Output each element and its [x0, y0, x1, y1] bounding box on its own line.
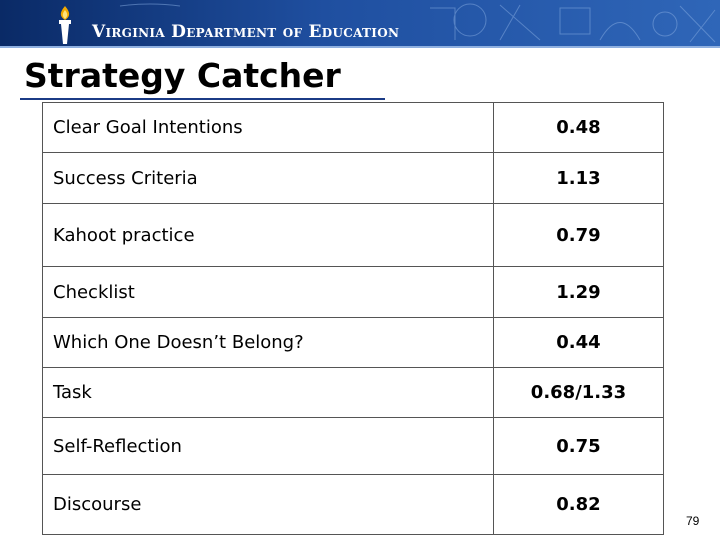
- effect-size: 0.44: [493, 317, 664, 368]
- effect-size: 0.68/1.33: [493, 367, 664, 418]
- page-title: Strategy Catcher: [24, 56, 341, 95]
- title-underline: [20, 98, 385, 100]
- strategy-name: Checklist: [42, 266, 494, 318]
- table-row: Discourse 0.82: [42, 474, 664, 535]
- torch-icon: [59, 6, 71, 44]
- effect-size: 0.75: [493, 417, 664, 475]
- strategy-name: Kahoot practice: [42, 203, 494, 267]
- strategy-table: Clear Goal Intentions 0.48 Success Crite…: [42, 102, 664, 535]
- effect-size: 0.79: [493, 203, 664, 267]
- effect-size: 1.29: [493, 266, 664, 318]
- table-row: Which One Doesn’t Belong? 0.44: [42, 317, 664, 368]
- strategy-name: Discourse: [42, 474, 494, 535]
- strategy-name: Self-Reflection: [42, 417, 494, 475]
- table-row: Checklist 1.29: [42, 266, 664, 318]
- strategy-name: Task: [42, 367, 494, 418]
- strategy-name: Which One Doesn’t Belong?: [42, 317, 494, 368]
- strategy-name: Success Criteria: [42, 152, 494, 204]
- table-row: Success Criteria 1.13: [42, 152, 664, 204]
- effect-size: 0.48: [493, 102, 664, 153]
- table-row: Kahoot practice 0.79: [42, 203, 664, 267]
- header-banner: Virginia Department of Education: [0, 0, 720, 48]
- page-number: 79: [686, 514, 700, 528]
- table-row: Self-Reflection 0.75: [42, 417, 664, 475]
- banner-doodles-decoration: [119, 3, 716, 43]
- table-row: Clear Goal Intentions 0.48: [42, 102, 664, 153]
- effect-size: 1.13: [493, 152, 664, 204]
- org-name: Virginia Department of Education: [92, 22, 400, 42]
- banner-stripe: [0, 46, 720, 48]
- effect-size: 0.82: [493, 474, 664, 535]
- strategy-name: Clear Goal Intentions: [42, 102, 494, 153]
- table-row: Task 0.68/1.33: [42, 367, 664, 418]
